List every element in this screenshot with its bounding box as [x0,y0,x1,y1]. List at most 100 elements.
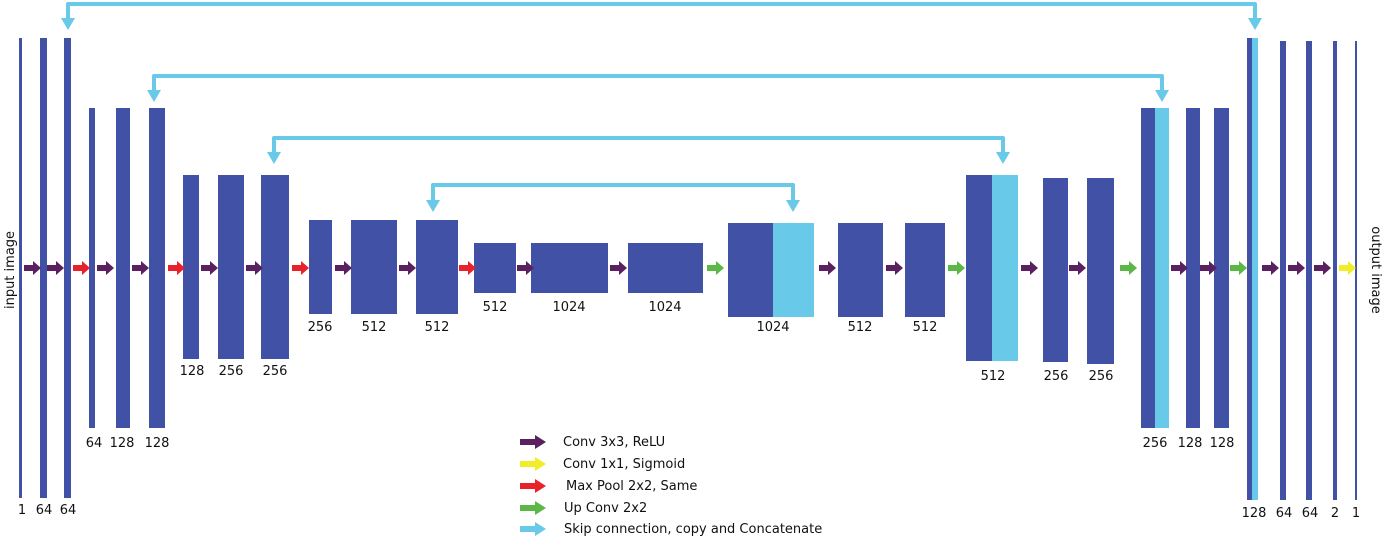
conv-relu-arrow [1069,261,1086,275]
feature-map-1 [19,38,22,498]
skip-connection-arrow [61,2,1262,30]
max-pool-arrow [292,261,309,275]
feature-map-512 [416,220,458,314]
operation-arrows [24,261,1356,275]
channel-label: 128 [110,436,135,451]
channel-label: 1 [18,503,26,518]
feature-map-256 [1043,178,1068,362]
feature-map-256-copied [992,175,1018,361]
channel-labels: 1 64 64 64 128 128 128 256 256 256 512 5… [18,300,1360,521]
feature-map-512 [474,243,516,293]
channel-label: 128 [180,364,205,379]
legend-label-conv: Conv 3x3, ReLU [563,435,665,450]
channel-label: 256 [1089,369,1114,384]
conv-sigmoid-arrow [1339,261,1356,275]
channel-label: 256 [219,364,244,379]
feature-map-64-copied [1252,38,1258,500]
conv-relu-arrow [132,261,149,275]
feature-map-64 [1306,41,1312,500]
max-pool-arrow [168,261,185,275]
channel-label: 512 [483,300,508,315]
legend-pool-arrow [520,479,546,493]
feature-map-128 [149,108,165,428]
conv-relu-arrow [201,261,218,275]
conv-relu-arrow [399,261,416,275]
channel-label: 1 [1352,506,1360,521]
legend-skip-arrow [520,522,546,536]
feature-map-512 [905,223,945,317]
legend-label-pool: Max Pool 2x2, Same [566,479,697,494]
conv-relu-arrow [246,261,263,275]
conv-relu-arrow [610,261,627,275]
channel-label: 128 [145,436,170,451]
channel-label: 128 [1178,436,1203,451]
feature-map-256-up [966,175,992,361]
channel-label: 512 [425,320,450,335]
feature-map-128-up [1141,108,1155,428]
feature-map-256 [309,220,332,314]
channel-label: 256 [308,320,333,335]
conv-relu-arrow [517,261,534,275]
feature-map-64-up [1247,38,1252,500]
output-image-label: output image [1368,226,1383,314]
feature-map-blocks [19,38,1357,500]
conv-relu-arrow [819,261,836,275]
legend-conv-arrow [520,435,546,449]
channel-label: 1024 [756,320,789,335]
channel-label: 512 [362,320,387,335]
max-pool-arrow [459,261,476,275]
conv-relu-arrow [335,261,352,275]
legend-label-sigmoid: Conv 1x1, Sigmoid [563,457,685,472]
channel-label: 64 [60,503,77,518]
channel-label: 128 [1242,506,1267,521]
channel-label: 256 [263,364,288,379]
feature-map-1024 [531,243,608,293]
skip-connection-arrow [147,74,1169,102]
legend-sigmoid-arrow [520,457,546,471]
conv-relu-arrow [1021,261,1038,275]
conv-relu-arrow [24,261,41,275]
legend-upconv-arrow [520,501,546,515]
channel-label: 256 [1143,436,1168,451]
up-conv-arrow [948,261,965,275]
legend-icons [520,435,546,536]
feature-map-256 [1087,178,1114,364]
feature-map-64 [40,38,47,498]
channel-label: 64 [86,436,103,451]
channel-label: 256 [1044,369,1069,384]
up-conv-arrow [1120,261,1137,275]
up-conv-arrow [1230,261,1247,275]
conv-relu-arrow [47,261,64,275]
feature-map-256 [261,175,289,359]
skip-connection-arrow [267,136,1010,164]
channel-label: 2 [1331,506,1339,521]
conv-relu-arrow [97,261,114,275]
conv-relu-arrow [886,261,903,275]
feature-map-1024 [628,243,703,293]
feature-map-64 [64,38,71,498]
feature-map-128 [183,175,199,359]
feature-map-512 [351,220,397,314]
feature-map-2 [1333,41,1337,500]
feature-map-128 [116,108,130,428]
channel-label: 64 [1302,506,1319,521]
channel-label: 128 [1210,436,1235,451]
feature-map-512-copied [773,223,814,317]
max-pool-arrow [73,261,90,275]
channel-label: 512 [848,320,873,335]
channel-label: 1024 [552,300,585,315]
legend: Conv 3x3, ReLU Conv 1x1, Sigmoid Max Poo… [520,435,822,537]
skip-connection-arrow [426,183,800,212]
feature-map-64 [89,108,95,428]
legend-label-upconv: Up Conv 2x2 [564,501,647,516]
conv-relu-arrow [1171,261,1188,275]
feature-map-128-copied [1155,108,1169,428]
channel-label: 1024 [648,300,681,315]
channel-label: 512 [913,320,938,335]
feature-map-512 [838,223,883,317]
channel-label: 64 [36,503,53,518]
feature-map-64 [1280,41,1286,500]
conv-relu-arrow [1200,261,1217,275]
conv-relu-arrow [1288,261,1305,275]
